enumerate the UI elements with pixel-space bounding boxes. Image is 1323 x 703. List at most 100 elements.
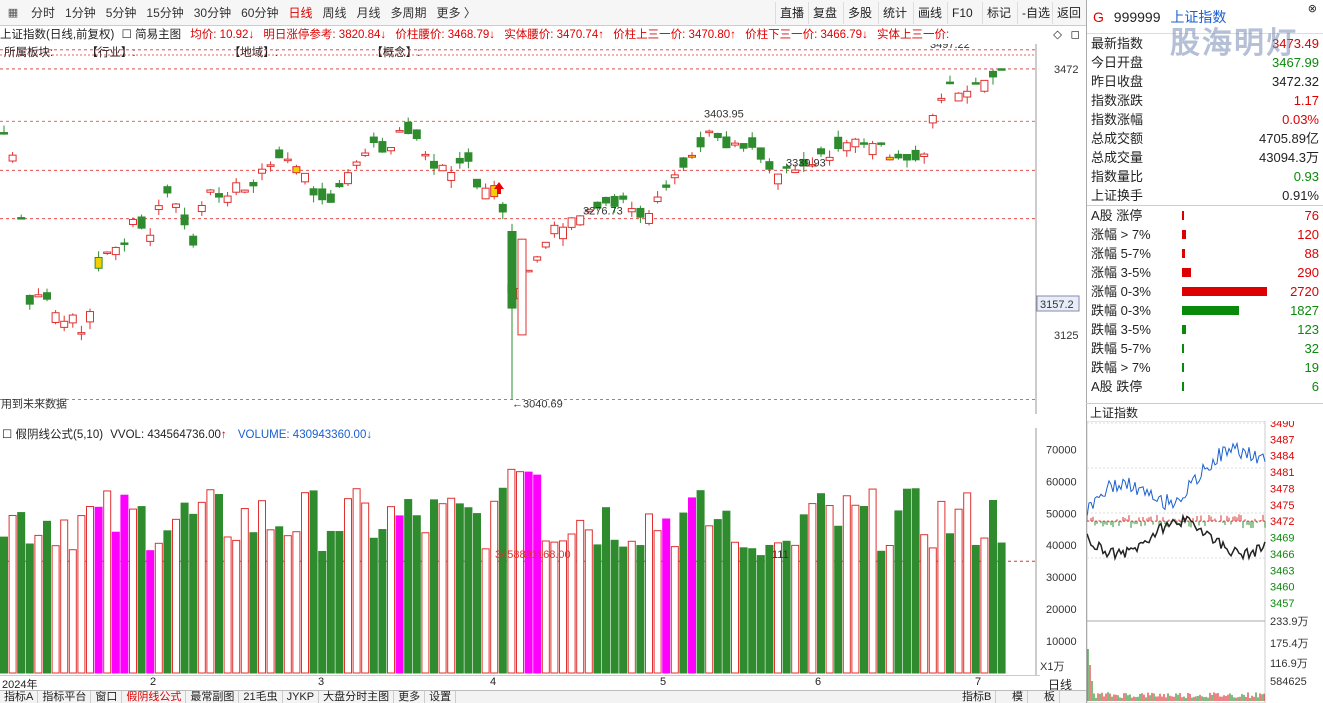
candle-body (670, 174, 679, 179)
toolbar-button-2[interactable]: 多股 (843, 2, 876, 24)
volume-bar (0, 536, 8, 674)
volume-header: ☐ 假阴线公式(5,10) VVOL: 434564736.00↑ VOLUME… (2, 429, 373, 441)
upper-third-price: 价柱上三一价: 3470.80 (613, 29, 731, 41)
square-icon[interactable]: ☐ (2, 429, 13, 441)
volume-bar (860, 506, 868, 674)
candle-body (430, 160, 438, 169)
day-label[interactable]: 日线 (1048, 678, 1073, 692)
candle-body (645, 213, 653, 224)
chart-title: 上证指数(日线,前复权) (0, 29, 115, 41)
mini-axis-label: 3487 (1270, 434, 1294, 446)
breadth-bar (1182, 249, 1185, 258)
period-tab-2[interactable]: 5分钟 (105, 5, 137, 20)
tab-indicator-platform[interactable]: 指标平台 (38, 691, 92, 703)
volume-bar (791, 544, 800, 674)
toolbar-button-3[interactable]: 统计 (878, 2, 911, 24)
candle-body (808, 164, 817, 167)
tab-indicator-b[interactable]: 指标B (958, 691, 997, 703)
volume-bar (301, 492, 309, 674)
candle-body (748, 137, 757, 148)
candle-body (782, 166, 791, 169)
period-tab-0[interactable]: 分时 (31, 5, 56, 20)
candle-body (146, 234, 155, 242)
toolbar-button-7[interactable]: -自选 (1017, 2, 1054, 24)
volume-bar (507, 468, 516, 674)
volume-bar (885, 544, 894, 674)
candle-body (240, 189, 249, 193)
toolbar-button-1[interactable]: 复盘 (808, 2, 841, 24)
expand-icon[interactable]: ◻ (1070, 29, 1080, 41)
candle-body (103, 251, 112, 255)
candle-body (352, 161, 361, 166)
breadth-bar (1182, 344, 1184, 353)
volume-bar (215, 494, 223, 674)
breadth-value: 290 (1297, 265, 1319, 280)
period-tab-5[interactable]: 60分钟 (241, 5, 279, 20)
candle-body (60, 320, 69, 328)
quote-value: 0.03% (1282, 112, 1319, 127)
candle-body (567, 217, 576, 228)
toolbar-button-8[interactable]: 返回 (1052, 2, 1085, 24)
volume-bar (670, 546, 679, 674)
tab-more[interactable]: 更多 (394, 691, 426, 703)
mini-axis-label: 3481 (1270, 467, 1294, 479)
breadth-row: 跌幅 0-3% 1827 (1087, 301, 1323, 320)
volume-bar (146, 550, 155, 674)
price-annotation: 3339.93 (786, 157, 826, 169)
candle-body (344, 172, 352, 185)
volume-bar (60, 519, 69, 674)
mini-intraday-chart[interactable]: 3490 3487 3484 3481 3478 3475 3472 3469 3466 3463… (1087, 421, 1323, 703)
period-tab-7[interactable]: 周线 (322, 5, 347, 20)
period-tab-9[interactable]: 多周期 (390, 5, 427, 20)
grid-icon[interactable]: ▦ (7, 7, 19, 19)
volume-bar (154, 542, 163, 674)
toolbar-button-6[interactable]: 标记 (982, 2, 1015, 24)
period-tab-8[interactable]: 月线 (356, 5, 381, 20)
volume-bar (559, 540, 567, 674)
volume-bar (387, 506, 395, 674)
volume-bar (688, 497, 696, 674)
period-tab-3[interactable]: 15分钟 (146, 5, 184, 20)
tab-indicator-a[interactable]: 指标A (0, 691, 39, 703)
candle-body (387, 147, 395, 152)
square-icon[interactable]: ☐ (121, 29, 132, 41)
candlestick-chart[interactable]: 3472 3157.2 3125 3497.22 3403.95 3276.73 3339.… (0, 44, 1086, 414)
period-tab-6[interactable]: 日线 (288, 5, 313, 20)
candle-body (825, 156, 834, 161)
tab-template[interactable]: 模 (1008, 691, 1028, 703)
volume-bar (567, 533, 576, 674)
tab-settings[interactable]: 设置 (425, 691, 457, 703)
tab-caterpillar[interactable]: 21毛虫 (239, 691, 283, 703)
close-icon[interactable]: ⊗ (1307, 3, 1317, 15)
tab-market-intraday[interactable]: 大盘分时主图 (319, 691, 395, 703)
period-tab-4[interactable]: 30分钟 (193, 5, 232, 20)
candle-body (705, 130, 714, 134)
volume-axis-label: 10000 (1046, 636, 1077, 648)
volume-chart[interactable]: 70000 60000 50000 40000 30000 20000 10000 X1万 34… (0, 428, 1086, 676)
tab-jykp[interactable]: JYKP (282, 691, 320, 703)
price-cursor-box (1036, 295, 1080, 312)
tab-fake-yin[interactable]: 假阴线公式 (122, 691, 187, 703)
toolbar-button-0[interactable]: 直播 (775, 2, 808, 24)
candle-body (842, 142, 851, 152)
tab-board[interactable]: 板 (1040, 691, 1060, 703)
diamond-icon[interactable]: ◇ (1053, 29, 1062, 41)
candle-body (791, 169, 800, 174)
volume-bar (980, 537, 989, 674)
quote-value: 4705.89亿 (1259, 131, 1319, 146)
quote-name: 上证指数 (1170, 9, 1227, 25)
period-tab-1[interactable]: 1分钟 (65, 5, 96, 20)
toolbar-button-4[interactable]: 画线 (913, 2, 946, 24)
volume-bar (163, 530, 172, 674)
candle-body (111, 246, 120, 256)
tab-window[interactable]: 窗口 (91, 691, 123, 703)
quote-value: 0.91% (1282, 188, 1319, 203)
main-chart-selector[interactable]: 简易主图 (135, 29, 182, 41)
toolbar-button-5[interactable]: F10 (947, 2, 977, 24)
price-axis-label: 3157.2 (1040, 299, 1074, 311)
period-tab-10[interactable]: 更多 〉 (436, 5, 476, 20)
candle-body (731, 142, 739, 146)
volume-bar (266, 529, 275, 674)
volume-bar (258, 500, 266, 674)
tab-common[interactable]: 最常副图 (186, 691, 240, 703)
